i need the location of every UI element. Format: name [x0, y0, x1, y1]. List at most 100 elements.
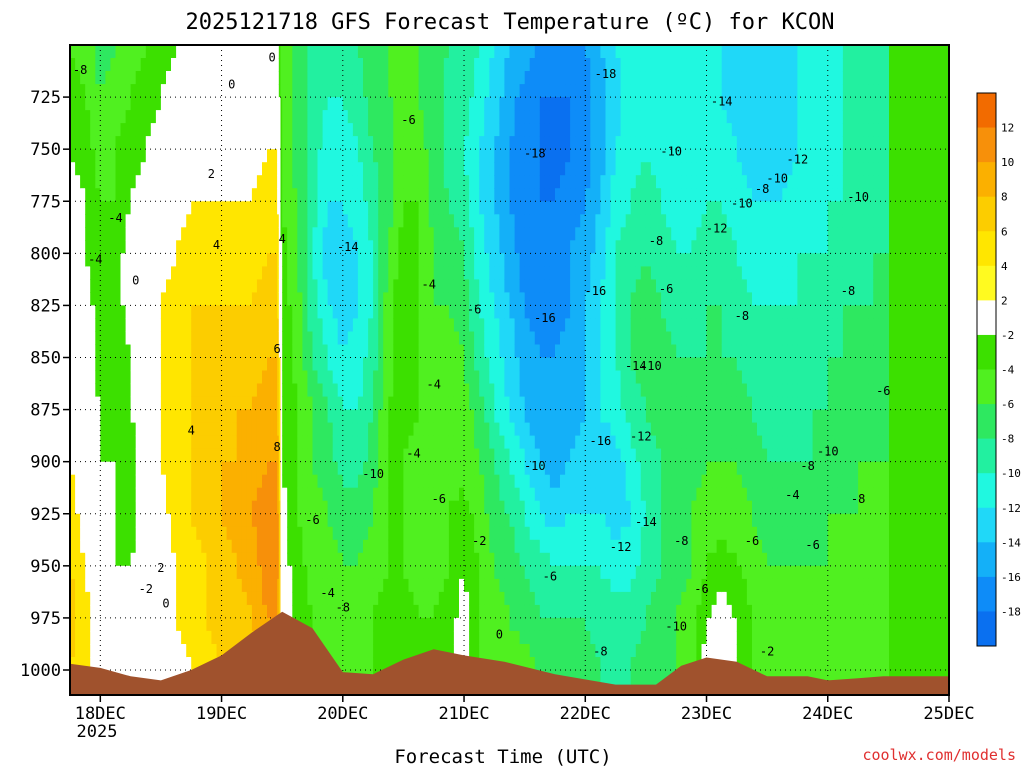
temperature-cell	[201, 123, 207, 137]
temperature-cell	[347, 396, 354, 411]
temperature-cell	[120, 253, 127, 267]
temperature-cell	[352, 461, 359, 476]
temperature-cell	[145, 266, 152, 280]
temperature-cell	[393, 305, 399, 319]
temperature-cell	[171, 644, 177, 658]
temperature-cell	[363, 162, 369, 176]
temperature-cell	[383, 188, 389, 202]
temperature-cell	[373, 227, 379, 241]
temperature-cell	[479, 617, 485, 632]
temperature-cell	[317, 630, 324, 645]
temperature-cell	[519, 188, 526, 202]
temperature-cell	[327, 396, 334, 411]
temperature-cell	[332, 513, 339, 528]
temperature-cell	[273, 253, 278, 267]
temperature-cell	[256, 513, 263, 528]
temperature-cell	[140, 396, 147, 411]
temperature-cell	[90, 97, 96, 111]
temperature-cell	[464, 214, 470, 228]
temperature-cell	[494, 578, 500, 593]
temperature-cell	[317, 58, 324, 72]
temperature-cell	[186, 644, 192, 658]
temperature-cell	[130, 578, 137, 593]
temperature-cell	[418, 84, 425, 98]
temperature-cell	[555, 617, 561, 632]
temperature-cell	[448, 58, 455, 72]
temperature-cell	[277, 487, 280, 502]
temperature-cell	[278, 539, 282, 554]
temperature-cell	[155, 201, 162, 215]
temperature-cell	[514, 123, 521, 137]
temperature-cell	[166, 240, 172, 254]
temperature-cell	[176, 617, 182, 632]
temperature-cell	[539, 214, 546, 228]
temperature-cell	[125, 565, 132, 580]
temperature-cell	[120, 97, 127, 111]
temperature-cell	[560, 487, 566, 502]
temperature-cell	[489, 422, 495, 437]
temperature-cell	[216, 370, 223, 385]
temperature-cell	[509, 318, 516, 332]
temperature-cell	[196, 266, 202, 280]
temperature-cell	[75, 162, 81, 176]
temperature-cell	[555, 240, 561, 254]
temperature-cell	[280, 526, 283, 541]
temperature-cell	[256, 344, 263, 359]
temperature-cell	[292, 45, 298, 59]
temperature-cell	[519, 58, 526, 72]
temperature-cell	[352, 630, 359, 645]
temperature-cell	[282, 240, 288, 254]
temperature-cell	[216, 630, 223, 645]
temperature-cell	[191, 526, 197, 541]
temperature-cell	[100, 45, 106, 59]
temperature-cell	[337, 201, 344, 215]
temperature-cell	[322, 526, 329, 541]
temperature-cell	[196, 383, 202, 398]
temperature-cell	[90, 487, 96, 502]
temperature-cell	[130, 279, 137, 293]
temperature-cell	[181, 552, 187, 567]
temperature-cell	[115, 175, 122, 189]
temperature-cell	[262, 370, 268, 385]
temperature-cell	[499, 461, 506, 476]
temperature-cell	[484, 539, 490, 554]
temperature-cell	[201, 357, 207, 372]
temperature-cell	[221, 461, 228, 476]
temperature-cell	[484, 630, 490, 645]
temperature-cell	[221, 318, 228, 332]
temperature-cell	[413, 71, 420, 85]
temperature-cell	[181, 162, 187, 176]
temperature-cell	[428, 370, 435, 385]
temperature-cell	[181, 409, 187, 424]
temperature-cell	[484, 578, 490, 593]
temperature-cell	[428, 188, 435, 202]
temperature-cell	[509, 240, 516, 254]
temperature-cell	[357, 162, 364, 176]
temperature-cell	[150, 422, 157, 437]
temperature-cell	[499, 591, 506, 606]
temperature-cell	[565, 292, 571, 306]
temperature-cell	[378, 370, 384, 385]
temperature-cell	[453, 383, 460, 398]
temperature-cell	[115, 266, 122, 280]
temperature-cell	[357, 461, 364, 476]
temperature-cell	[70, 227, 76, 241]
temperature-cell	[75, 500, 81, 515]
temperature-cell	[110, 474, 117, 489]
temperature-cell	[262, 45, 268, 59]
temperature-cell	[216, 71, 223, 85]
temperature-cell	[70, 604, 76, 619]
temperature-cell	[524, 539, 531, 554]
temperature-cell	[469, 97, 475, 111]
temperature-cell	[278, 136, 282, 150]
temperature-cell	[302, 266, 309, 280]
temperature-cell	[514, 214, 521, 228]
temperature-cell	[549, 513, 556, 528]
temperature-cell	[155, 71, 162, 85]
temperature-cell	[544, 487, 551, 502]
temperature-cell	[231, 513, 238, 528]
temperature-cell	[201, 422, 207, 437]
temperature-cell	[166, 422, 172, 437]
temperature-cell	[398, 149, 405, 163]
temperature-cell	[352, 370, 359, 385]
